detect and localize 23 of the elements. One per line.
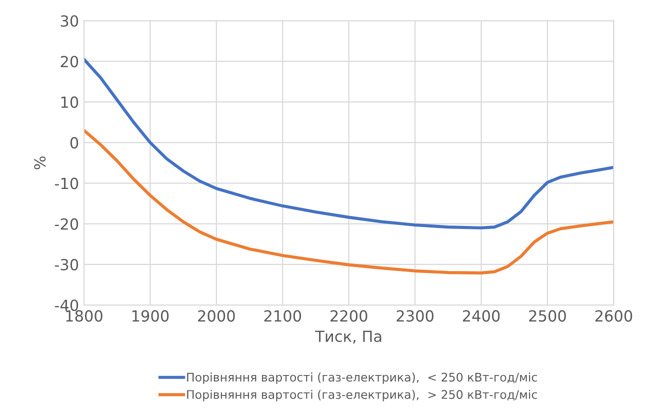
y-tick-label: -30 [54,258,78,270]
x-tick-label: 1900 [132,310,169,322]
x-tick-label: 2000 [198,310,235,322]
y-tick-label: 0 [70,137,78,149]
x-tick-label: 2500 [529,310,566,322]
x-tick-label: 2100 [264,310,302,322]
y-tick-label: -20 [54,218,78,230]
x-axis-title: Тиск, Па [315,330,382,344]
y-tick-label: 20 [60,56,78,68]
legend-label: Порівняння вартості (газ-електрика), > 250 кВт-год/міс [187,390,537,402]
x-tick-label: 2600 [595,310,632,322]
y-tick-label: -40 [54,299,78,312]
y-tick-label: 10 [61,96,78,108]
x-tick-label: 2200 [330,310,368,322]
line-series [84,128,614,274]
x-tick-label: 1800 [66,310,102,322]
x-tick-label: 2400 [462,310,500,322]
line-series [84,58,614,230]
y-tick-label: -10 [54,178,78,190]
legend-label: Порівняння вартості (газ-електрика), < 250 кВт-год/міс [187,372,537,384]
y-axis-title: % [34,156,46,170]
y-tick-label: 30 [60,15,78,27]
x-tick-label: 2300 [396,310,434,322]
